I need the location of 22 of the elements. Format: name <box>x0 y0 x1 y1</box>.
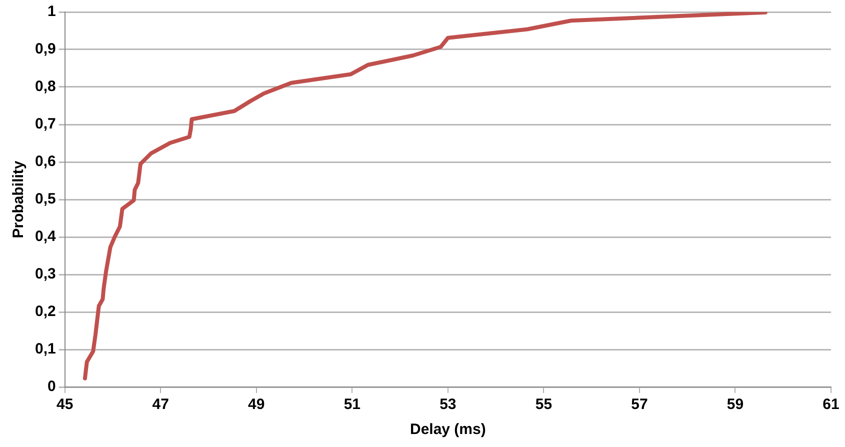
x-tick-label: 55 <box>535 396 552 414</box>
y-tick-label: 0,9 <box>34 40 56 58</box>
x-tick-label: 61 <box>822 396 840 414</box>
y-tick-label: 0,2 <box>34 303 56 320</box>
y-tick-label: 1 <box>48 3 56 20</box>
x-tick-label: 57 <box>631 396 648 414</box>
y-tick-label: 0,3 <box>34 266 56 283</box>
x-tick-label: 47 <box>152 396 169 414</box>
y-tick-label: 0,8 <box>34 78 56 96</box>
y-tick-label: 0,7 <box>34 116 56 133</box>
x-axis-title: Delay (ms) <box>410 421 486 438</box>
y-tick-label: 0,5 <box>34 190 56 208</box>
x-tick-label: 53 <box>440 396 456 414</box>
x-tick-label: 51 <box>344 396 360 414</box>
y-tick-label: 0,6 <box>34 153 56 170</box>
y-tick-label: 0,1 <box>34 340 56 358</box>
x-tick-label: 59 <box>726 396 744 414</box>
y-axis-title: Probability <box>10 160 28 238</box>
y-tick-label: 0 <box>48 378 56 396</box>
x-tick-label: 45 <box>56 396 74 414</box>
y-tick-label: 0,4 <box>34 228 56 246</box>
x-tick-label: 49 <box>248 396 265 414</box>
